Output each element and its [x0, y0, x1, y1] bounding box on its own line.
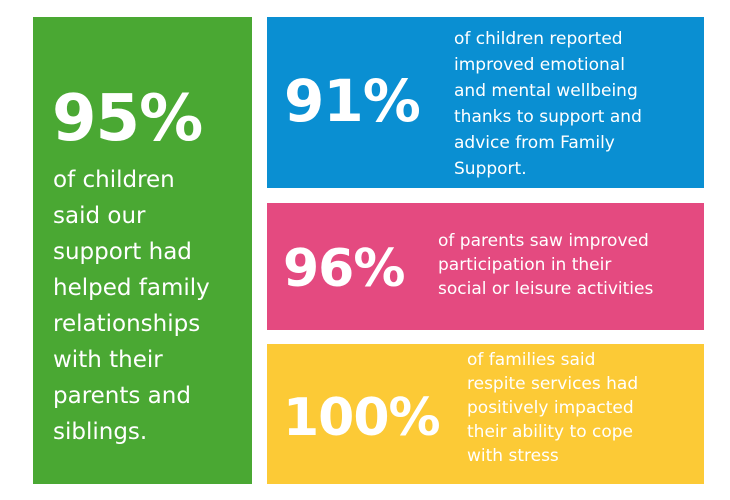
- stat-percent: 91%: [284, 67, 421, 135]
- stat-description: of children said our support had helped …: [53, 167, 210, 445]
- stat-percent: 100%: [283, 388, 441, 448]
- stat-card-parents-participation: 96% of parents saw improved participatio…: [267, 203, 704, 330]
- stat-card-children-wellbeing: 91% of children reported improved emotio…: [267, 17, 704, 188]
- stat-description: of parents saw improved participation in…: [438, 231, 654, 299]
- stat-card-families-respite: 100% of families said respite services h…: [267, 344, 704, 484]
- stat-percent: 95%: [52, 82, 203, 156]
- stat-card-children-family-relationships: 95% of children said our support had hel…: [33, 17, 252, 484]
- stat-description: of families said respite services had po…: [467, 350, 639, 466]
- stat-description: of children reported improved emotional …: [454, 29, 642, 179]
- stat-percent: 96%: [283, 239, 405, 299]
